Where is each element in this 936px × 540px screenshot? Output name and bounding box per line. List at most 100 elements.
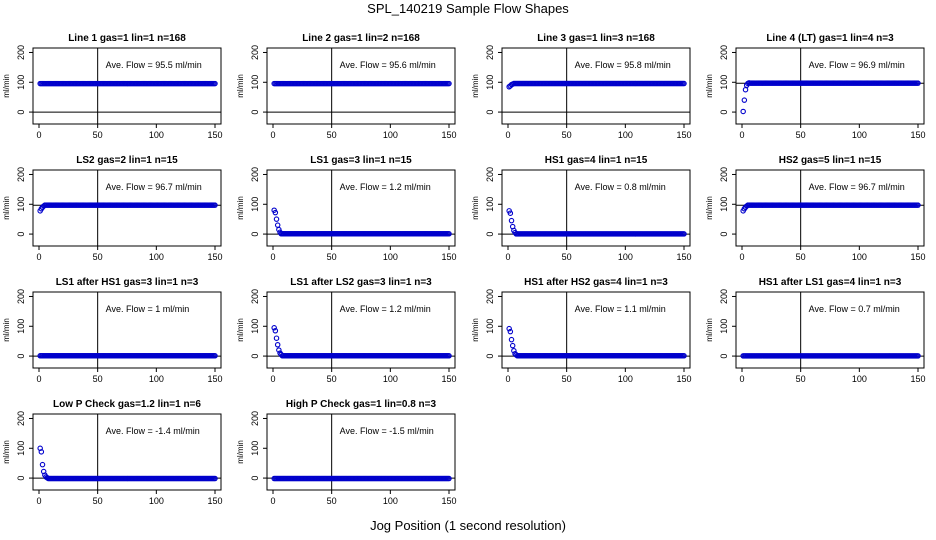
data-point xyxy=(212,202,218,208)
y-tick-label: 200 xyxy=(719,167,729,182)
average-flow-annotation: Ave. Flow = 0.8 ml/min xyxy=(575,182,666,192)
data-points xyxy=(37,80,218,87)
data-point xyxy=(212,475,218,482)
panel-4: Line 4 (LT) gas=1 lin=4 n=3 ml/min 0 100 200… xyxy=(705,33,926,140)
x-tick-label: 0 xyxy=(505,130,510,140)
y-tick-label: 100 xyxy=(719,75,729,90)
average-flow-annotation: Ave. Flow = 1.2 ml/min xyxy=(340,182,431,192)
data-points xyxy=(506,325,687,359)
data-points xyxy=(506,80,687,90)
panel-frame xyxy=(735,47,925,125)
y-tick-label: 200 xyxy=(485,167,495,182)
x-tick-label: 100 xyxy=(618,130,633,140)
x-tick-label: 100 xyxy=(383,130,398,140)
data-points xyxy=(271,475,452,482)
panel-title: LS1 after LS2 gas=3 lin=1 n=3 xyxy=(290,277,432,288)
y-axis-label: ml/min xyxy=(705,318,714,342)
average-flow-annotation: Ave. Flow = 96.7 ml/min xyxy=(106,182,202,192)
y-tick-label: 100 xyxy=(719,319,729,334)
panel-frame xyxy=(266,291,456,369)
panel-10: LS1 after LS2 gas=3 lin=1 n=3 ml/min 0 100 2… xyxy=(236,277,457,384)
data-point xyxy=(508,336,515,343)
y-axis-label: ml/min xyxy=(705,196,714,220)
panel-frame xyxy=(32,169,222,247)
data-points xyxy=(271,325,452,359)
panel-7: HS1 gas=4 lin=1 n=15 ml/min 0 100 200 0 50 100 1… xyxy=(471,155,692,262)
panel-frame xyxy=(32,291,222,369)
x-tick-label: 100 xyxy=(852,374,867,384)
data-point xyxy=(511,347,517,354)
data-point xyxy=(507,328,514,335)
figure-x-axis-title: Jog Position (1 second resolution) xyxy=(370,518,566,533)
y-tick-label: 0 xyxy=(250,476,260,481)
x-tick-label: 150 xyxy=(910,252,925,262)
x-tick-label: 100 xyxy=(383,496,398,506)
x-tick-label: 0 xyxy=(270,130,275,140)
y-axis-label: ml/min xyxy=(236,440,245,464)
x-tick-label: 150 xyxy=(441,496,456,506)
panel-title: Low P Check gas=1.2 lin=1 n=6 xyxy=(53,399,201,410)
x-tick-label: 150 xyxy=(910,130,925,140)
y-tick-label: 200 xyxy=(250,45,260,60)
x-tick-label: 50 xyxy=(796,252,806,262)
panel-title: Line 2 gas=1 lin=2 n=168 xyxy=(302,33,420,44)
average-flow-annotation: Ave. Flow = 95.5 ml/min xyxy=(106,60,202,70)
data-point xyxy=(740,108,746,115)
data-point xyxy=(272,209,279,216)
x-tick-label: 150 xyxy=(676,130,691,140)
data-point xyxy=(276,226,282,233)
panel-frame xyxy=(735,169,925,247)
data-point xyxy=(276,347,282,353)
average-flow-annotation: Ave. Flow = 96.9 ml/min xyxy=(809,60,905,70)
data-points xyxy=(271,207,452,237)
x-tick-label: 50 xyxy=(93,252,103,262)
panel-frame xyxy=(32,413,222,491)
x-tick-label: 0 xyxy=(739,374,744,384)
data-points xyxy=(271,80,452,87)
y-tick-label: 100 xyxy=(719,197,729,212)
panel-6: LS1 gas=3 lin=1 n=15 ml/min 0 100 200 0 50 100 1… xyxy=(236,155,457,262)
y-tick-label: 0 xyxy=(719,354,729,359)
y-tick-label: 100 xyxy=(250,75,260,90)
average-flow-annotation: Ave. Flow = -1.4 ml/min xyxy=(106,426,200,436)
y-axis-label: ml/min xyxy=(2,74,11,98)
y-tick-label: 200 xyxy=(16,289,26,304)
data-point xyxy=(507,210,514,216)
average-flow-annotation: Ave. Flow = 1.1 ml/min xyxy=(575,304,666,314)
x-tick-label: 50 xyxy=(327,496,337,506)
y-tick-label: 100 xyxy=(16,75,26,90)
x-tick-label: 50 xyxy=(562,252,572,262)
y-tick-label: 200 xyxy=(16,45,26,60)
panel-frame xyxy=(735,291,925,369)
y-axis-label: ml/min xyxy=(236,74,245,98)
panel-2: Line 2 gas=1 lin=2 n=168 ml/min 0 100 200 0 50… xyxy=(236,33,457,140)
x-tick-label: 50 xyxy=(93,496,103,506)
y-tick-label: 200 xyxy=(16,411,26,426)
data-point xyxy=(741,97,748,103)
data-point xyxy=(506,325,512,332)
panel-14: High P Check gas=1 lin=0.8 n=3 ml/min 0 100… xyxy=(236,399,457,506)
y-tick-label: 0 xyxy=(16,110,26,115)
x-tick-label: 0 xyxy=(36,252,41,262)
x-tick-label: 0 xyxy=(270,252,275,262)
data-point xyxy=(273,216,280,222)
panel-9: LS1 after HS1 gas=3 lin=1 n=3 ml/min 0 100 2… xyxy=(2,277,223,384)
x-tick-label: 100 xyxy=(149,374,164,384)
data-point xyxy=(272,327,279,334)
y-tick-label: 200 xyxy=(719,289,729,304)
data-points xyxy=(37,353,218,359)
x-tick-label: 0 xyxy=(270,374,275,384)
panel-title: High P Check gas=1 lin=0.8 n=3 xyxy=(286,399,437,410)
x-tick-label: 100 xyxy=(852,130,867,140)
data-point xyxy=(446,475,452,482)
x-tick-label: 100 xyxy=(383,252,398,262)
data-points xyxy=(740,202,921,214)
y-tick-label: 0 xyxy=(485,110,495,115)
x-tick-label: 150 xyxy=(676,252,691,262)
x-tick-label: 150 xyxy=(441,252,456,262)
y-tick-label: 100 xyxy=(485,75,495,90)
data-point xyxy=(915,353,921,359)
y-axis-label: ml/min xyxy=(236,196,245,220)
data-point xyxy=(681,80,687,87)
